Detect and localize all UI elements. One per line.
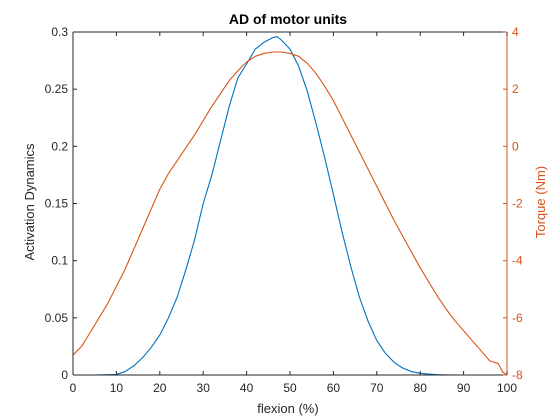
x-tick-label: 90 [457, 381, 471, 395]
x-tick-label: 60 [327, 381, 341, 395]
x-tick-label: 0 [70, 381, 77, 395]
chart-title: AD of motor units [229, 11, 347, 27]
left-tick-label: 0.25 [45, 82, 69, 96]
right-tick-label: -4 [512, 254, 523, 268]
axes-layer: 0 10 20 30 40 50 60 70 80 90 10000.050.10.150.20.2… [45, 25, 523, 395]
left-tick-label: 0.2 [51, 139, 68, 153]
x-tick-label: 50 [283, 381, 297, 395]
right-tick-label: -6 [512, 311, 523, 325]
x-tick-label: 70 [370, 381, 384, 395]
x-axis-title: flexion (%) [257, 401, 318, 416]
x-tick-label: 30 [197, 381, 211, 395]
left-tick-label: 0.05 [45, 311, 69, 325]
left-tick-label: 0.15 [45, 197, 69, 211]
activation-series-line [73, 36, 507, 376]
x-tick-label: 10 [110, 381, 124, 395]
left-axis-title: Activation Dynamics [22, 143, 37, 261]
x-tick-label: 40 [240, 381, 254, 395]
torque-series-line [72, 51, 508, 376]
x-tick-label: 20 [153, 381, 167, 395]
left-tick-label: 0.3 [51, 25, 68, 39]
right-axis-title: Torque (Nm) [533, 166, 548, 238]
left-tick-label: 0.1 [51, 254, 68, 268]
right-tick-label: 0 [512, 139, 519, 153]
right-tick-label: -8 [512, 368, 523, 382]
right-tick-label: -2 [512, 197, 523, 211]
plot-area [73, 32, 507, 375]
x-tick-label: 80 [414, 381, 428, 395]
right-tick-label: 4 [512, 25, 519, 39]
left-tick-label: 0 [61, 368, 68, 382]
right-tick-label: 2 [512, 82, 519, 96]
x-tick-label: 100 [497, 381, 517, 395]
series-layer [72, 36, 508, 376]
